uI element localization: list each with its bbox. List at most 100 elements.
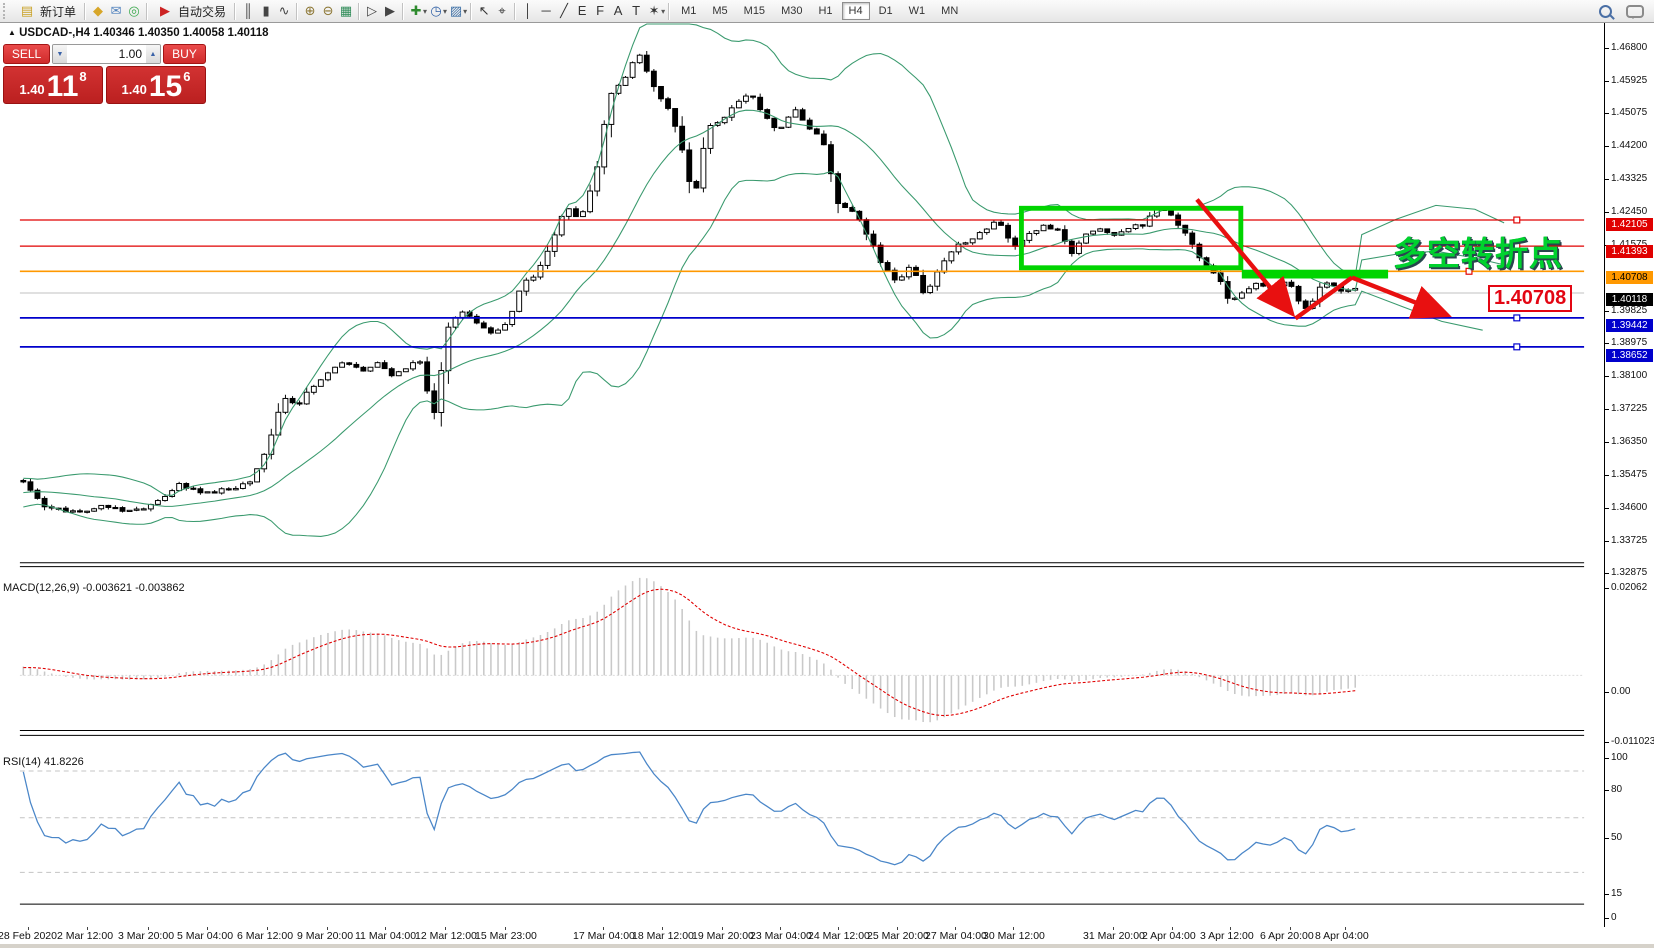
dropdown-caret-icon[interactable]: ▾ (463, 6, 468, 16)
macd-indicator-label: MACD(12,26,9) -0.003621 -0.003862 (3, 582, 185, 594)
candles (20, 50, 1359, 514)
axis-tick (1605, 894, 1609, 895)
price-tick-label: 1.34600 (1611, 502, 1648, 513)
price-tick-label: 1.36350 (1611, 436, 1648, 447)
time-tick-label: 15 Mar 23:00 (475, 930, 537, 942)
rsi-tick-label: 100 (1611, 752, 1628, 763)
equidistant-channel-icon[interactable] (573, 2, 591, 20)
chart-canvas[interactable] (0, 23, 1604, 927)
zoom-out-icon[interactable] (319, 2, 337, 20)
time-tick (722, 927, 723, 930)
sell-price-big: 11 (46, 70, 79, 103)
trendline-icon[interactable] (555, 2, 573, 20)
dropdown-caret-icon[interactable]: ▾ (661, 6, 666, 16)
support-bar[interactable] (1241, 269, 1389, 279)
autotrading-icon (156, 2, 174, 20)
chart-window: 1.46800 1.45925 1.45075 1.44200 1.43325 1.424… (0, 23, 1654, 948)
dropdown-caret-icon[interactable]: ▾ (423, 6, 428, 16)
volume-stepper[interactable]: ▼ 1.00 ▲ (52, 44, 161, 64)
timeframe-m5[interactable]: M5 (712, 5, 728, 17)
collapse-marker-icon[interactable]: ▲ (8, 28, 16, 37)
axis-tick (1605, 475, 1609, 476)
toolbar-separator (402, 2, 405, 20)
symbol-ohlc-readout: ▲ USDCAD-,H4 1.40346 1.40350 1.40058 1.4… (8, 27, 268, 39)
macd-signal-line (23, 588, 1356, 717)
sell-button[interactable]: SELL (3, 44, 50, 64)
price-tick-label: 1.44200 (1611, 140, 1648, 151)
search-icon[interactable] (1599, 4, 1612, 18)
price-tick-label: 1.45925 (1611, 75, 1648, 86)
timeframe-m15[interactable]: M15 (743, 5, 766, 17)
volume-down-button[interactable]: ▼ (53, 45, 67, 63)
zoom-in-icon[interactable] (301, 2, 319, 20)
buy-price-small: 1.40 (121, 82, 147, 97)
buy-button[interactable]: BUY (163, 44, 206, 64)
time-axis[interactable]: 28 Feb 2020 2 Mar 12:00 3 Mar 20:00 5 Mar 0… (0, 927, 1654, 943)
auto-scroll-icon[interactable] (363, 2, 381, 20)
text-label-icon[interactable] (627, 2, 645, 20)
level-price-tag[interactable]: 1.40708 (1488, 285, 1573, 312)
timeframe-m1[interactable]: M1 (681, 5, 697, 17)
axis-tick (1605, 692, 1609, 693)
signals-icon[interactable] (125, 2, 143, 20)
candlestick-icon[interactable] (257, 2, 275, 20)
time-tick-label: 27 Mar 04:00 (925, 930, 987, 942)
horizontal-line-icon[interactable] (537, 2, 555, 20)
mail-icon[interactable] (107, 2, 125, 20)
line-chart-icon[interactable] (275, 2, 293, 20)
timeframe-m30[interactable]: M30 (781, 5, 803, 17)
price-axis[interactable]: 1.46800 1.45925 1.45075 1.44200 1.43325 1.424… (1604, 23, 1654, 927)
volume-up-button[interactable]: ▲ (146, 45, 160, 63)
new-order-label: 新订单 (40, 4, 77, 19)
timeframe-w1[interactable]: W1 (908, 5, 926, 17)
time-tick-label: 2 Apr 04:00 (1142, 930, 1196, 942)
autotrading-button[interactable]: 自动交易 (151, 1, 231, 21)
horizontal-line-objects[interactable] (19, 216, 1585, 351)
vertical-line-icon[interactable] (519, 2, 537, 20)
ohlc-bars-icon[interactable] (239, 2, 257, 20)
axis-tick (1605, 838, 1609, 839)
crosshair-icon[interactable] (493, 2, 511, 20)
time-tick-label: 19 Mar 20:00 (692, 930, 754, 942)
new-order-button[interactable]: 新订单 (13, 1, 81, 21)
consolidation-box[interactable] (1018, 205, 1244, 271)
time-tick (838, 927, 839, 930)
timeframe-d1[interactable]: D1 (878, 5, 893, 17)
text-icon[interactable] (609, 2, 627, 20)
timeframe-h4[interactable]: H4 (841, 2, 870, 20)
trend-arrows[interactable] (1195, 198, 1452, 321)
volume-value[interactable]: 1.00 (118, 47, 142, 61)
timeframe-mn[interactable]: MN (941, 5, 959, 17)
price-tick-label: 1.46800 (1611, 42, 1648, 53)
chart-shift-icon[interactable] (381, 2, 399, 20)
autotrading-label: 自动交易 (178, 4, 227, 19)
toolbar-right (1599, 4, 1644, 19)
rsi-tick-label: 15 (1611, 888, 1623, 899)
axis-tick (1605, 376, 1609, 377)
time-tick (1013, 927, 1014, 930)
tile-windows-icon[interactable] (337, 2, 355, 20)
sell-price-box[interactable]: 1.40 11 8 (3, 66, 103, 104)
dropdown-caret-icon[interactable]: ▾ (443, 6, 448, 16)
cursor-icon[interactable] (475, 2, 493, 20)
time-tick (445, 927, 446, 930)
axis-tick (1605, 758, 1609, 759)
alert-horn-icon[interactable] (89, 2, 107, 20)
bull-bear-turning-point-annotation[interactable]: 多空转折点 (1393, 235, 1563, 272)
time-tick-label: 30 Mar 12:00 (983, 930, 1045, 942)
toolbar-separator (470, 2, 473, 20)
axis-tick (1605, 409, 1609, 410)
fibonacci-icon[interactable] (591, 2, 609, 20)
axis-tick (1605, 541, 1609, 542)
price-tick-label: 1.38975 (1611, 337, 1648, 348)
axis-tick (1605, 81, 1609, 82)
chat-icon[interactable] (1626, 4, 1644, 19)
axis-tick (1605, 508, 1609, 509)
toolbar-grip[interactable] (3, 3, 10, 19)
time-tick (505, 927, 506, 930)
time-tick-label: 3 Mar 20:00 (118, 930, 175, 942)
timeframe-h1[interactable]: H1 (818, 5, 833, 17)
buy-price-box[interactable]: 1.40 15 6 (106, 66, 206, 104)
toolbar-separator (668, 2, 671, 20)
window-edge (0, 944, 1654, 948)
